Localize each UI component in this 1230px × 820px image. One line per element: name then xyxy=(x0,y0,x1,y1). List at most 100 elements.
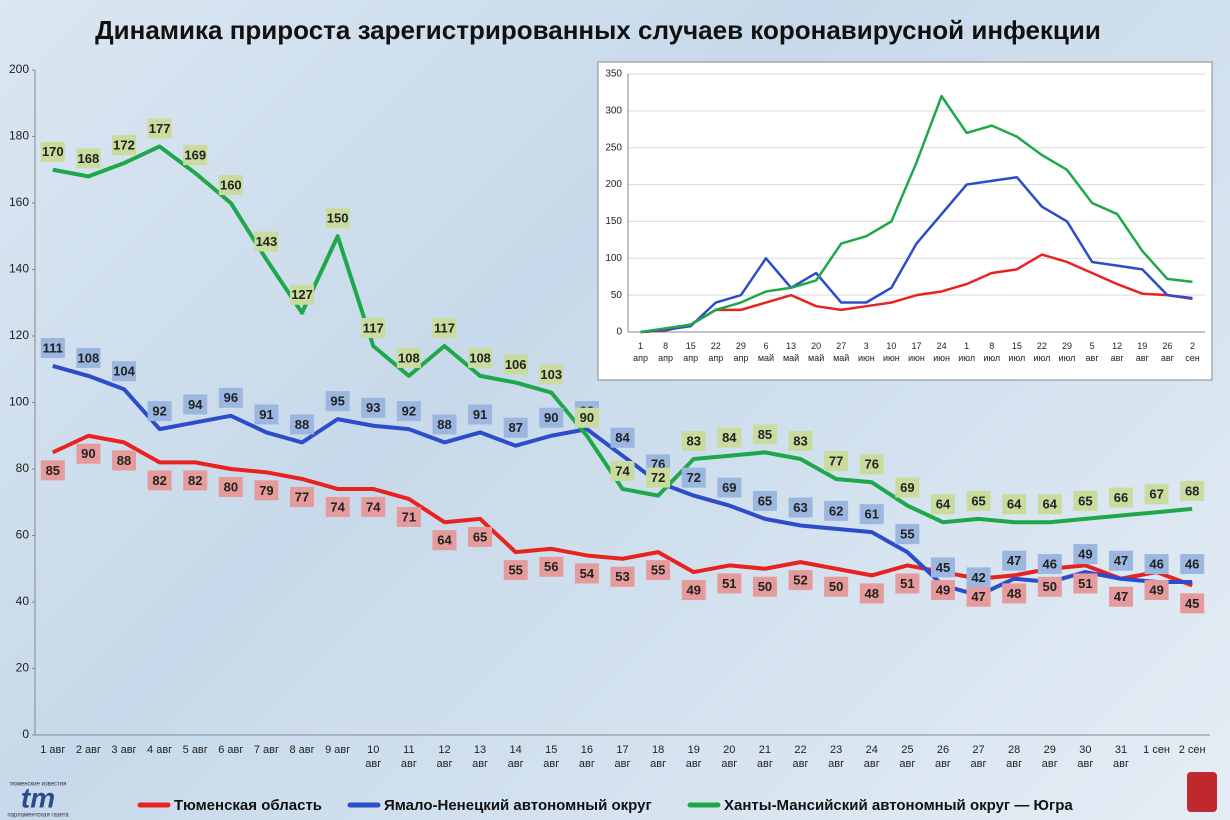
data-label-box xyxy=(112,361,137,382)
data-label: 82 xyxy=(152,473,166,488)
data-label-box xyxy=(681,467,706,488)
data-label: 160 xyxy=(220,177,242,192)
data-label-box xyxy=(432,317,457,338)
data-label: 51 xyxy=(1078,576,1092,591)
y-tick-label: 150 xyxy=(605,216,622,227)
data-label-box xyxy=(610,566,635,587)
data-label: 49 xyxy=(1078,547,1092,562)
y-tick-label: 140 xyxy=(9,262,29,276)
data-label: 71 xyxy=(402,509,416,524)
data-label-box xyxy=(1037,494,1062,515)
data-label: 65 xyxy=(1078,493,1092,508)
data-label-box xyxy=(1037,576,1062,597)
x-tick-label: 21 авг xyxy=(756,744,773,770)
data-label-box xyxy=(646,467,671,488)
data-label-box xyxy=(824,450,849,471)
data-label-box xyxy=(752,576,777,597)
data-label: 96 xyxy=(224,390,238,405)
x-tick-label: 12 авг xyxy=(436,744,453,770)
data-label-box xyxy=(895,524,920,545)
data-label-box xyxy=(361,317,386,338)
x-tick-label: 1 сен xyxy=(1143,744,1171,756)
data-label: 74 xyxy=(366,499,381,514)
data-label: 168 xyxy=(78,151,100,166)
data-label: 82 xyxy=(188,473,202,488)
data-label: 108 xyxy=(469,350,491,365)
data-label-box xyxy=(824,500,849,521)
data-label-box xyxy=(966,586,991,607)
data-label: 170 xyxy=(42,144,64,159)
data-label-box xyxy=(1144,580,1169,601)
x-tick-label: 19 авг xyxy=(1135,341,1149,363)
y-tick-label: 200 xyxy=(9,62,29,76)
data-label-box xyxy=(290,414,315,435)
data-label-box xyxy=(76,443,101,464)
data-label: 52 xyxy=(793,573,807,588)
data-label-box xyxy=(254,404,279,425)
data-label-box xyxy=(147,401,172,422)
data-label-box xyxy=(681,580,706,601)
emblem xyxy=(1187,772,1217,812)
x-tick-label: 23 авг xyxy=(828,744,845,770)
x-tick-label: 14 авг xyxy=(507,744,524,770)
data-label: 64 xyxy=(1043,497,1058,512)
x-tick-label: 10 авг xyxy=(365,744,382,770)
data-label: 69 xyxy=(900,480,914,495)
x-tick-label: 10 июн xyxy=(883,341,900,363)
data-label-box xyxy=(1002,494,1027,515)
data-label: 65 xyxy=(473,529,487,544)
data-label: 84 xyxy=(615,430,630,445)
data-label-box xyxy=(646,560,671,581)
x-tick-label: 17 авг xyxy=(614,744,631,770)
legend-label: Тюменская область xyxy=(174,797,322,814)
data-label: 66 xyxy=(1114,490,1128,505)
data-label-box xyxy=(254,231,279,252)
x-tick-label: 1 авг xyxy=(40,744,66,756)
data-label-box xyxy=(76,148,101,169)
data-label: 61 xyxy=(865,507,879,522)
data-label: 68 xyxy=(1185,483,1199,498)
data-label-box xyxy=(40,141,65,162)
data-label-box xyxy=(1144,554,1169,575)
data-label: 47 xyxy=(1114,589,1128,604)
x-tick-label: 29 июл xyxy=(1058,341,1076,363)
x-tick-label: 22 апр xyxy=(708,341,724,363)
y-tick-label: 200 xyxy=(605,179,622,190)
x-tick-label: 27 май xyxy=(833,341,850,363)
data-label-box xyxy=(325,391,350,412)
x-tick-label: 6 авг xyxy=(218,744,244,756)
data-label-box xyxy=(930,580,955,601)
series-line xyxy=(640,175,1193,334)
y-tick-label: 100 xyxy=(9,395,29,409)
data-label-box xyxy=(539,556,564,577)
data-label-box xyxy=(1073,490,1098,511)
data-label-box xyxy=(112,135,137,156)
data-label-box xyxy=(574,407,599,428)
data-label: 127 xyxy=(291,287,313,302)
data-label: 67 xyxy=(1149,487,1163,502)
x-tick-label: 25 авг xyxy=(899,744,916,770)
data-label-box xyxy=(396,506,421,527)
data-label: 72 xyxy=(651,470,665,485)
data-label-box xyxy=(859,583,884,604)
data-label-box xyxy=(788,431,813,452)
logo-bottom: парламентская газета xyxy=(7,813,69,819)
x-tick-label: 6 май xyxy=(757,341,775,363)
data-label-box xyxy=(325,496,350,517)
y-tick-label: 180 xyxy=(9,129,29,143)
data-label: 51 xyxy=(900,576,914,591)
y-tick-label: 40 xyxy=(16,594,30,608)
x-tick-label: 4 авг xyxy=(147,744,173,756)
x-tick-label: 26 авг xyxy=(1160,341,1174,363)
data-label: 108 xyxy=(78,350,100,365)
data-label: 90 xyxy=(544,410,558,425)
x-tick-label: 12 авг xyxy=(1110,341,1124,363)
data-label-box xyxy=(930,557,955,578)
data-label: 55 xyxy=(651,563,665,578)
data-label-box xyxy=(717,477,742,498)
data-label: 90 xyxy=(580,410,594,425)
x-tick-label: 20 май xyxy=(808,341,825,363)
data-label-box xyxy=(1180,593,1205,614)
data-label-box xyxy=(610,427,635,448)
data-label-box xyxy=(1037,554,1062,575)
